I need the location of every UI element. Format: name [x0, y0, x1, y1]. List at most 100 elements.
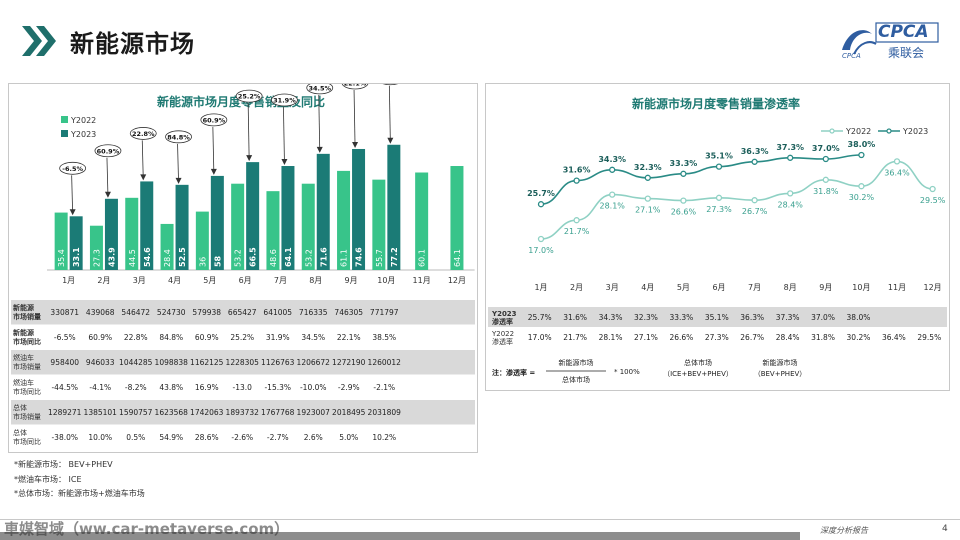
x-tick-label: 1月	[534, 283, 547, 292]
table-cell: 43.8%	[159, 383, 183, 392]
row-label: 市场同比	[13, 387, 41, 396]
bar-value-label: 64.1	[284, 247, 293, 267]
table-cell: 38.5%	[372, 333, 396, 342]
bar-value-label: 43.9	[107, 247, 116, 267]
line-chart-title: 新能源市场月度零售销量渗透率	[632, 97, 801, 111]
point-label: 31.6%	[563, 166, 591, 175]
table-cell: 771797	[370, 308, 399, 317]
table-row-shade	[488, 307, 947, 327]
row-label: 市场销量	[13, 362, 41, 371]
table-cell: 36.4%	[882, 333, 906, 342]
table-cell: 10.0%	[88, 433, 112, 442]
legend-marker-y2023	[886, 128, 892, 134]
yoy-label: 31.9%	[273, 97, 296, 105]
table-row-shade	[11, 350, 475, 375]
legend-swatch-y2022	[61, 116, 68, 123]
yoy-arrow	[318, 94, 321, 151]
x-tick-label: 3月	[133, 276, 146, 285]
legend-marker-y2022	[829, 128, 835, 134]
table-cell: 28.1%	[599, 333, 623, 342]
table-cell: 0.5%	[126, 433, 145, 442]
point-y2022-3	[609, 191, 616, 198]
table-cell: 1228305	[226, 358, 260, 367]
table-cell: 1767768	[261, 408, 295, 417]
footer-band	[0, 532, 800, 540]
table-cell: 579938	[192, 308, 221, 317]
table-cell: -10.0%	[300, 383, 327, 392]
bar-y2023-2	[104, 198, 118, 270]
yoy-label: 22.1%	[344, 84, 367, 87]
table-cell: 84.8%	[159, 333, 183, 342]
table-cell: 1260012	[368, 358, 402, 367]
point-y2023-1	[537, 201, 545, 208]
bar-value-label: 28.4	[163, 249, 172, 267]
bar-y2023-6	[246, 162, 260, 270]
bar-value-label: 60.1	[418, 249, 427, 267]
point-y2022-5	[680, 197, 687, 204]
point-y2022-11	[893, 158, 901, 165]
yoy-arrow-head	[246, 155, 253, 162]
table-cell: 34.5%	[301, 333, 325, 342]
point-y2022-10	[858, 183, 865, 190]
note-1: *新能源市场： BEV+PHEV	[14, 460, 113, 469]
logo-sub: CPCA	[842, 52, 861, 60]
point-y2023-7	[751, 158, 758, 165]
row-label: 市场销量	[13, 312, 41, 321]
table-cell: 22.8%	[124, 333, 148, 342]
table-cell: 665427	[228, 308, 257, 317]
point-y2023-5	[680, 170, 687, 177]
bar-value-label: 33.1	[72, 247, 81, 267]
table-cell: 27.3%	[705, 333, 729, 342]
table-cell: 54.9%	[159, 433, 183, 442]
table-cell: 21.7%	[563, 333, 587, 342]
bar-value-label: 48.6	[269, 249, 278, 267]
yoy-arrow	[177, 143, 179, 182]
x-tick-label: 2月	[570, 283, 583, 292]
table-cell: 37.3%	[776, 313, 800, 322]
x-tick-label: 12月	[924, 283, 942, 292]
yoy-label: 22.8%	[132, 130, 155, 138]
point-label: 26.7%	[742, 207, 768, 216]
yoy-label: -6.5%	[62, 165, 83, 173]
legend-label-y2022: Y2022	[70, 116, 96, 125]
bar-y2023-8	[316, 153, 330, 270]
row-label: 燃油车	[13, 378, 34, 387]
table-cell: -13.0	[233, 383, 253, 392]
point-y2022-1	[537, 235, 545, 243]
yoy-arrow	[212, 126, 215, 173]
bar-y2022-8	[301, 183, 315, 270]
point-label: 26.6%	[671, 208, 697, 217]
table-cell: 641005	[263, 308, 292, 317]
x-tick-label: 11月	[888, 283, 906, 292]
yoy-arrow	[353, 89, 356, 146]
point-label: 25.7%	[527, 189, 555, 198]
point-label: 28.4%	[777, 200, 803, 209]
table-cell: 10.2%	[372, 433, 396, 442]
point-label: 37.0%	[812, 144, 840, 153]
bar-value-label: 74.6	[355, 247, 364, 267]
yoy-arrow-head	[69, 209, 76, 216]
legend-label-y2023: Y2023	[902, 127, 928, 136]
bar-y2023-1	[69, 216, 83, 270]
bar-chart: Y2022 Y2023 35.4 33.1 1月 -6.5% 27.3 43.9 2月 60.9%…	[11, 84, 475, 451]
formula-multiplier: * 100%	[614, 368, 640, 376]
table-cell: 37.0%	[811, 313, 835, 322]
yoy-arrow-head	[281, 159, 288, 166]
yoy-label: 34.5%	[308, 84, 331, 92]
bar-y2022-2	[89, 225, 103, 270]
yoy-label: 60.9%	[203, 116, 226, 124]
x-tick-label: 2月	[97, 276, 110, 285]
table-cell: 330871	[50, 308, 79, 317]
table-cell: 2031809	[368, 408, 402, 417]
table-cell: 36.3%	[740, 313, 764, 322]
point-y2023-10	[858, 151, 865, 159]
point-label: 36.3%	[741, 147, 769, 156]
table-cell: 1623568	[155, 408, 189, 417]
legend-label-y2022: Y2022	[845, 127, 871, 136]
bar-y2023-7	[281, 166, 295, 270]
table-cell: 26.6%	[669, 333, 693, 342]
formula-numerator: 新能源市场	[559, 358, 594, 367]
yoy-arrow-head	[387, 137, 394, 144]
table-cell: 31.8%	[811, 333, 835, 342]
def-nev-title: 新能源市场	[763, 358, 798, 367]
